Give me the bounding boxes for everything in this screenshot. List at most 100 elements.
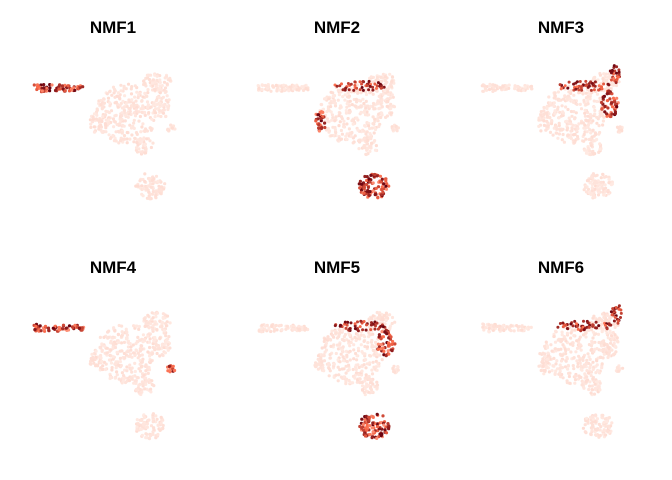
cell-point [350, 103, 354, 107]
cell-point [331, 333, 335, 337]
cell-point-high [344, 86, 348, 90]
cell-point [602, 193, 606, 197]
cell-point [151, 420, 155, 424]
cell-point [389, 102, 393, 106]
cell-point [575, 102, 579, 106]
cell-point [596, 193, 601, 197]
cell-point [166, 342, 170, 347]
cell-point [158, 109, 162, 113]
cell-point [488, 84, 492, 88]
cell-point [110, 368, 114, 372]
cell-point [612, 100, 616, 104]
cell-point [125, 369, 129, 373]
cell-point [151, 78, 155, 82]
cell-point [594, 332, 598, 336]
cell-point [345, 353, 349, 357]
cell-point [580, 121, 584, 125]
cell-point [147, 326, 151, 330]
cell-point [368, 432, 372, 437]
cell-point [502, 328, 506, 333]
cell-point-high [578, 80, 582, 83]
cell-point [582, 364, 586, 368]
cell-point [154, 193, 158, 197]
cell-point [542, 109, 546, 113]
cell-point-high [612, 319, 616, 323]
cell-point [342, 375, 346, 379]
cell-point [140, 140, 144, 144]
cell-point [552, 104, 556, 108]
cell-point [132, 118, 136, 122]
cell-point [143, 129, 147, 133]
panel-nmf6: NMF6 [481, 258, 625, 439]
cell-point [376, 195, 380, 199]
cell-point [144, 369, 148, 373]
cell-point [162, 103, 166, 107]
cell-point [605, 420, 609, 424]
cell-point [585, 358, 589, 362]
cell-point [149, 424, 154, 428]
cell-point [378, 174, 383, 178]
cell-point [599, 425, 603, 429]
cell-point [381, 190, 385, 194]
cell-point [604, 433, 608, 437]
cell-point [381, 335, 385, 339]
cell-point [590, 186, 594, 190]
cell-point [90, 352, 94, 356]
cell-point [155, 328, 159, 332]
cell-point [125, 330, 129, 334]
cell-point-high [593, 80, 597, 84]
cell-point [550, 119, 554, 123]
cell-point-high [561, 321, 565, 325]
cell-point [370, 338, 374, 343]
cell-point [601, 416, 605, 420]
cell-point [333, 128, 337, 132]
cell-point [589, 141, 593, 145]
cell-point [383, 79, 387, 83]
cell-point [150, 81, 155, 85]
cell-point [336, 379, 340, 383]
cell-point [321, 107, 326, 111]
cell-point [122, 124, 126, 128]
cell-point [128, 342, 132, 346]
cell-point [128, 123, 132, 127]
cell-point [573, 132, 577, 136]
cell-point [322, 369, 326, 373]
cell-point [149, 145, 153, 150]
cell-point [161, 312, 165, 316]
cell-point [327, 374, 331, 378]
cell-point [565, 119, 569, 123]
cell-point-high [575, 85, 579, 89]
cell-point [122, 84, 126, 88]
cell-point [323, 125, 327, 130]
cell-point [565, 381, 569, 385]
cell-point [347, 111, 351, 115]
cell-point [361, 333, 366, 337]
cell-point [357, 147, 361, 151]
cell-point [602, 315, 606, 319]
cell-point [377, 435, 381, 439]
cell-point [119, 139, 123, 143]
cell-point [362, 363, 366, 367]
cell-point [159, 114, 163, 119]
cell-point [552, 101, 556, 105]
cell-point [304, 326, 308, 330]
cell-point [587, 361, 591, 365]
cell-point [563, 94, 567, 98]
cell-point [133, 95, 137, 99]
cell-point [592, 314, 596, 318]
cell-point [361, 428, 366, 432]
cell-point [367, 415, 371, 419]
cell-point [339, 128, 343, 133]
cell-point [367, 419, 371, 423]
cell-point [152, 339, 156, 343]
cell-point [117, 122, 121, 126]
cell-point [137, 110, 141, 114]
cell-point [151, 415, 155, 420]
cell-point [615, 96, 619, 100]
cell-point [99, 356, 103, 360]
cell-point [122, 340, 126, 344]
cell-point [571, 341, 575, 345]
cell-point [545, 357, 550, 361]
cell-point [42, 86, 46, 90]
